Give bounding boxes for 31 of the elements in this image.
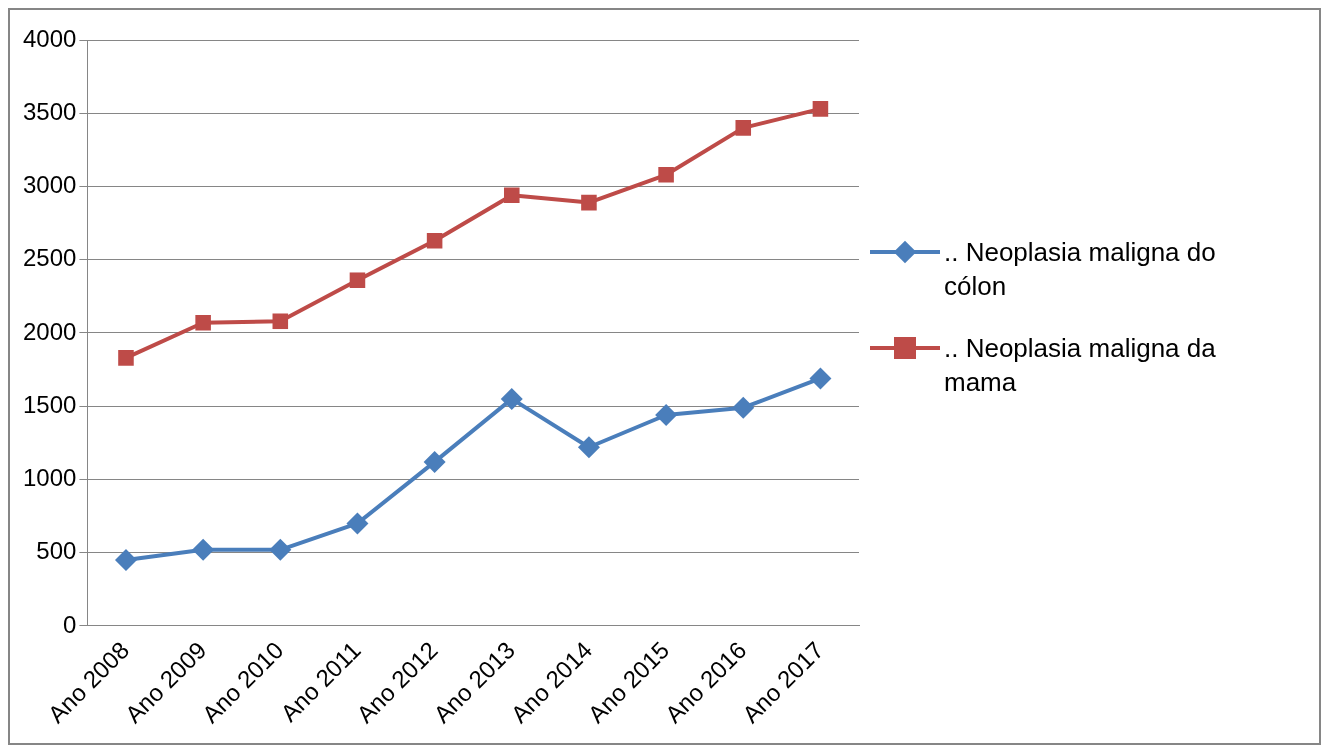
point: [114, 549, 137, 572]
y-tick-label: 0: [63, 610, 77, 638]
point: [504, 187, 520, 204]
point: [732, 396, 755, 419]
point: [500, 387, 523, 410]
point: [349, 272, 366, 289]
point: [809, 367, 832, 390]
point: [577, 436, 600, 459]
y-tick-label: 3500: [23, 97, 77, 125]
y-tick-label: 2000: [23, 317, 77, 345]
y-tick-label: 500: [36, 537, 77, 565]
point: [269, 538, 292, 561]
point: [423, 450, 446, 473]
point: [346, 512, 369, 535]
point: [658, 167, 674, 183]
y-tick-label: 1500: [23, 390, 77, 418]
point: [195, 314, 211, 331]
point: [192, 538, 215, 561]
y-tick-label: 4000: [23, 24, 77, 52]
point: [581, 194, 597, 211]
point: [118, 350, 134, 366]
y-tick-label: 3000: [23, 171, 77, 199]
y-tick-label: 1000: [23, 464, 77, 492]
point: [735, 120, 752, 136]
legend-label: .. Neoplasia maligna da mama: [944, 331, 1217, 399]
point: [655, 404, 678, 427]
point: [272, 313, 289, 330]
point: [426, 232, 443, 249]
y-tick-label: 2500: [23, 244, 77, 272]
legend-label: .. Neoplasia maligna do cólon: [944, 235, 1217, 303]
point: [812, 101, 829, 117]
